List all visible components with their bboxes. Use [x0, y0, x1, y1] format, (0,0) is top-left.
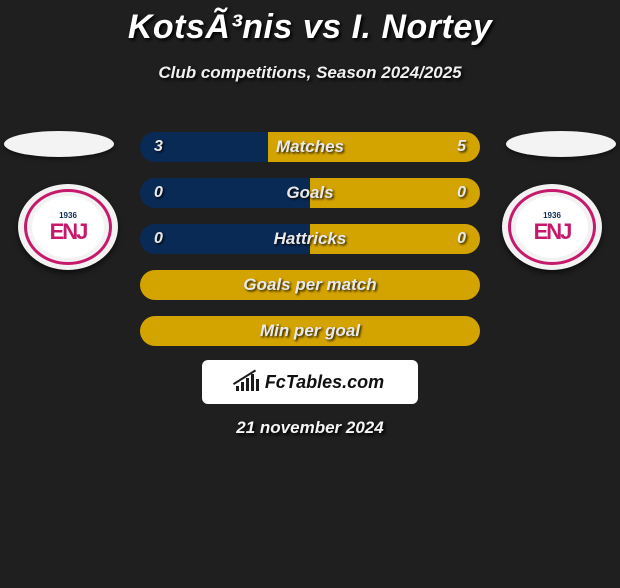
- page-subtitle: Club competitions, Season 2024/2025: [0, 63, 620, 83]
- player-marker-left: [4, 131, 114, 157]
- branding-text: FcTables.com: [265, 372, 384, 393]
- branding-bar: [241, 382, 244, 391]
- badge-inner: 1936 ENJ: [516, 196, 588, 258]
- stat-bar-right: [310, 224, 480, 254]
- club-badge-right: 1936 ENJ: [502, 184, 602, 270]
- stat-row: Matches35: [140, 132, 480, 162]
- player-marker-right: [506, 131, 616, 157]
- stat-bar-right: [268, 132, 481, 162]
- stat-bar-right: [140, 316, 480, 346]
- branding-bar: [236, 386, 239, 391]
- stat-bar-left: [140, 224, 310, 254]
- badge-mono: ENJ: [534, 221, 571, 243]
- branding-chart-icon: [236, 373, 259, 391]
- stat-bar-left: [140, 132, 268, 162]
- stat-row: Hattricks00: [140, 224, 480, 254]
- badge-inner: 1936 ENJ: [32, 196, 104, 258]
- stat-bar-right: [310, 178, 480, 208]
- stat-row: Min per goal: [140, 316, 480, 346]
- stat-bar-left: [140, 178, 310, 208]
- stat-row: Goals00: [140, 178, 480, 208]
- stat-row: Goals per match: [140, 270, 480, 300]
- stat-bar-right: [140, 270, 480, 300]
- branding-bar: [256, 379, 259, 391]
- branding-bar: [251, 374, 254, 391]
- badge-mono: ENJ: [50, 221, 87, 243]
- page-title: KotsÃ³nis vs I. Nortey: [0, 8, 620, 47]
- date-stamp: 21 november 2024: [0, 418, 620, 438]
- branding-box: FcTables.com: [202, 360, 418, 404]
- comparison-bars: Matches35 Goals00 Hattricks00 Goals per mat…: [140, 132, 480, 362]
- branding-bar: [246, 378, 249, 391]
- club-badge-left: 1936 ENJ: [18, 184, 118, 270]
